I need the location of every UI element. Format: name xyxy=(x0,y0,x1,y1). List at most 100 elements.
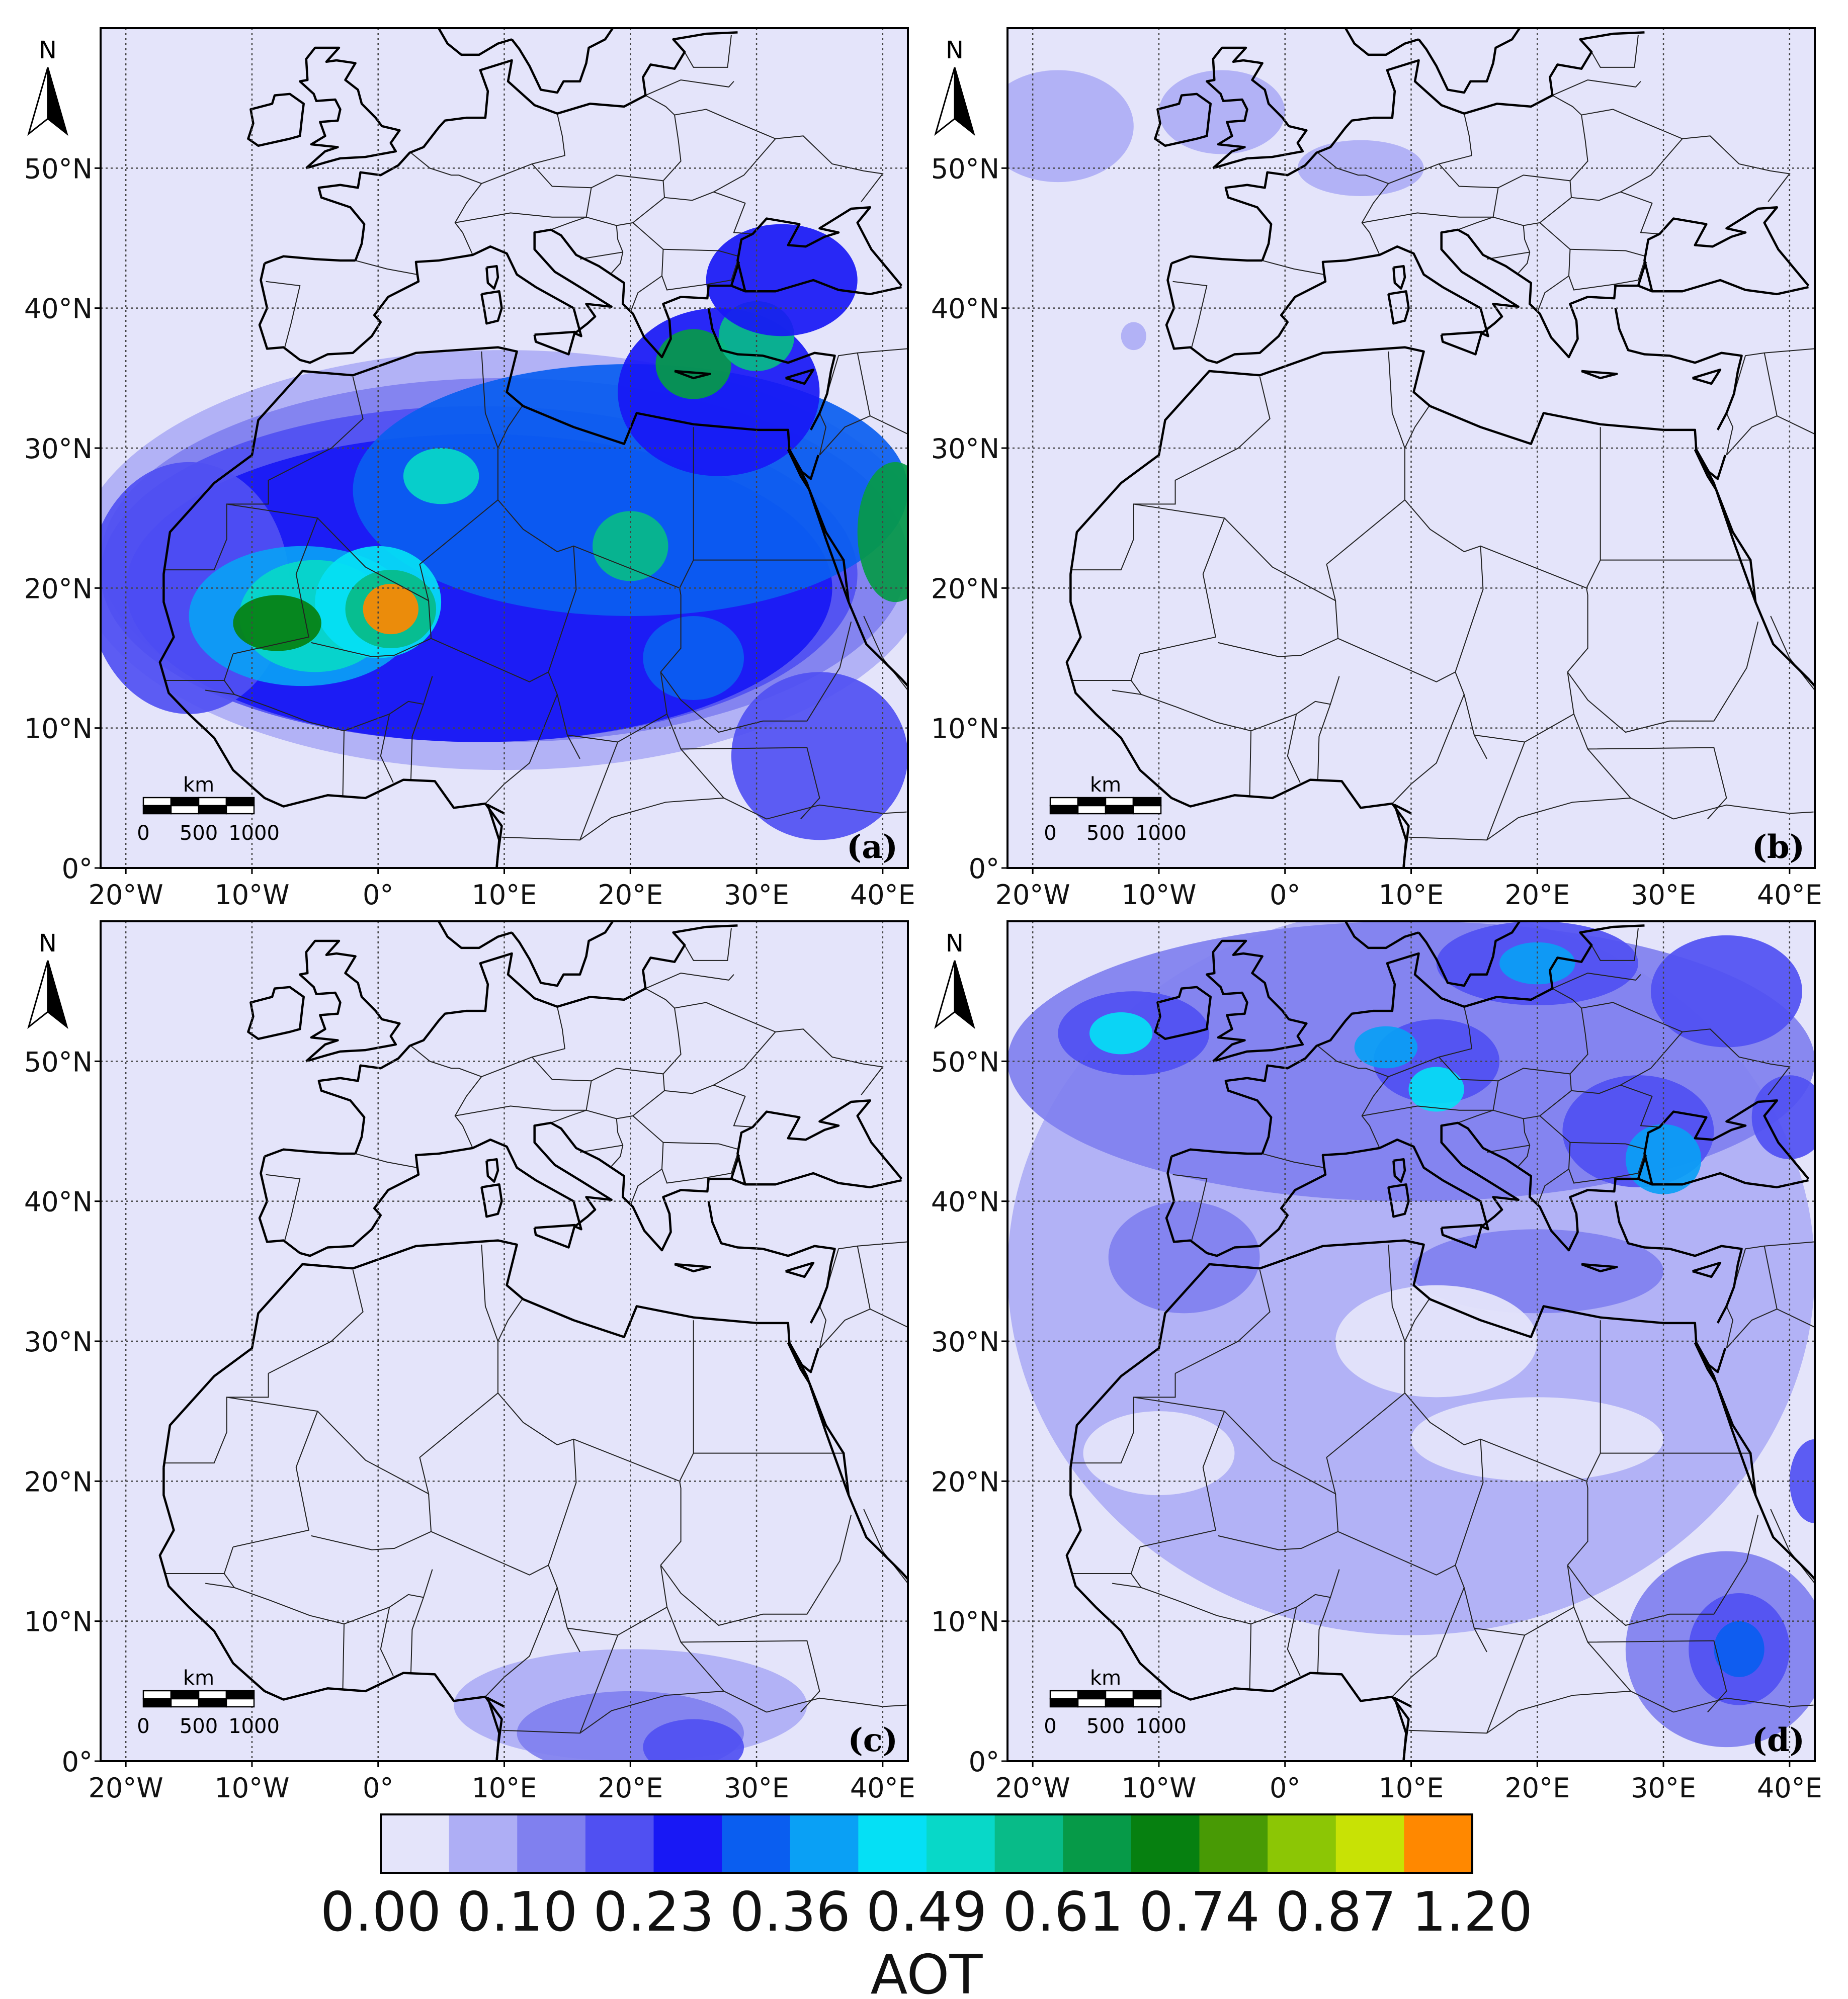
lat-tick-label: 0° xyxy=(969,1746,999,1778)
lat-tick-label: 50°N xyxy=(931,1046,999,1078)
country-border xyxy=(1130,1546,1340,1625)
north-arrow-icon: N xyxy=(27,929,68,1029)
country-border xyxy=(266,1174,301,1241)
lon-tick-label: 10°E xyxy=(472,879,537,911)
scale-bar-label: 0 xyxy=(1044,1715,1056,1738)
lat-tick-label: 40°N xyxy=(24,293,93,325)
country-border xyxy=(497,1297,524,1342)
country-border xyxy=(485,694,558,804)
country-border xyxy=(1587,747,1727,820)
colorbar-tick-label: 0.74 xyxy=(1139,1881,1259,1944)
map-content xyxy=(1007,921,1815,1761)
scale-bar-segment xyxy=(1132,1690,1162,1700)
north-arrow-icon: N xyxy=(934,36,975,136)
country-border xyxy=(481,113,565,184)
country-border xyxy=(1455,546,1487,759)
scale-bar-segment xyxy=(1049,1698,1079,1708)
scale-bar-unit: km xyxy=(1090,773,1121,797)
scale-bar-label: 500 xyxy=(1086,1715,1125,1738)
country-border xyxy=(355,1153,417,1168)
coastline xyxy=(730,262,740,286)
coastline xyxy=(258,206,903,364)
aot-contour-blob xyxy=(706,224,858,336)
country-border xyxy=(1224,351,1405,602)
country-border xyxy=(1486,1690,1631,1734)
coastline xyxy=(264,255,356,265)
colorbar-swatch xyxy=(585,1814,654,1873)
north-arrow-label: N xyxy=(946,929,964,958)
coastline xyxy=(1440,330,1483,356)
country-border xyxy=(662,1074,665,1091)
lat-tick-label: 10°N xyxy=(931,1606,999,1638)
country-border xyxy=(1614,1153,1645,1178)
country-border xyxy=(1287,1607,1301,1676)
coastline xyxy=(788,449,820,480)
coastline xyxy=(533,330,576,356)
lon-tick-label: 30°E xyxy=(1631,879,1696,911)
country-border xyxy=(1726,1306,1734,1349)
coastline xyxy=(486,804,505,868)
lon-tick-label: 20°E xyxy=(598,879,663,911)
coastline xyxy=(1205,939,1308,1063)
colorbar-swatch xyxy=(1268,1814,1336,1873)
colorbar-swatch xyxy=(1199,1814,1268,1873)
colorbar-swatch xyxy=(722,1814,791,1873)
coastline xyxy=(158,574,503,868)
country-border xyxy=(707,260,738,285)
lat-tick-label: 0° xyxy=(62,853,93,885)
scale-bar: km 0 500 1000 xyxy=(137,773,280,845)
coastline xyxy=(247,93,305,147)
coastline xyxy=(1393,804,1412,868)
lon-tick-label: 20°W xyxy=(89,879,163,911)
country-border xyxy=(1573,1607,1674,1713)
north-arrow-left-half xyxy=(27,67,49,136)
country-border xyxy=(660,1514,852,1626)
scale-bar-unit: km xyxy=(1090,1667,1121,1690)
lat-tick-label: 30°N xyxy=(931,433,999,465)
colorbar-frame xyxy=(380,1813,1473,1874)
coastline xyxy=(1417,28,1521,94)
country-border xyxy=(662,181,665,198)
coastline xyxy=(1224,31,1645,261)
country-border xyxy=(455,988,682,1116)
coastline xyxy=(1692,368,1722,385)
aot-contour-blob xyxy=(1354,1026,1418,1069)
lat-tick-label: 30°N xyxy=(24,1326,93,1358)
scale-bar-segment xyxy=(1105,805,1134,815)
scale-bar-label: 1000 xyxy=(228,822,280,845)
coastline xyxy=(745,1172,902,1189)
aot-contour-blob xyxy=(233,595,321,651)
coastline xyxy=(787,1342,850,1496)
lon-tick-label: 20°E xyxy=(1504,879,1570,911)
country-border xyxy=(819,353,871,456)
lat-tick-label: 10°N xyxy=(24,713,93,745)
country-border xyxy=(579,1145,623,1153)
country-border xyxy=(1587,1640,1727,1713)
aot-contour-blob xyxy=(1408,1067,1464,1112)
lat-tick-label: 30°N xyxy=(931,1326,999,1358)
lon-tick-label: 20°W xyxy=(89,1772,163,1804)
aot-contour-blob xyxy=(403,448,479,504)
country-border xyxy=(1474,672,1575,743)
country-border xyxy=(674,109,884,202)
colorbar-swatch xyxy=(1063,1814,1132,1873)
coastline xyxy=(1154,986,1212,1040)
north-arrow-right-half xyxy=(954,960,975,1029)
lon-tick-label: 10°E xyxy=(472,1772,537,1804)
colorbar-tick-label: 0.61 xyxy=(1002,1881,1123,1944)
lon-tick-label: 10°W xyxy=(1121,1772,1196,1804)
coastline xyxy=(264,1148,356,1158)
lat-tick-label: 50°N xyxy=(931,153,999,185)
country-border xyxy=(567,1565,668,1636)
country-border xyxy=(674,1002,884,1095)
coastline xyxy=(1205,46,1308,169)
country-border xyxy=(1362,988,1588,1116)
country-border xyxy=(205,1583,234,1588)
country-border xyxy=(317,1244,498,1495)
coastline xyxy=(298,46,401,169)
map-content xyxy=(1007,28,1815,868)
country-border xyxy=(1591,928,1639,961)
country-border xyxy=(163,480,269,571)
panel-d: 20°W 10°W 0° 10°E 20°E 30°E 40°E 50°N 40°N 30°N 20… xyxy=(931,920,1822,1804)
aot-contour-blob xyxy=(1158,70,1285,154)
